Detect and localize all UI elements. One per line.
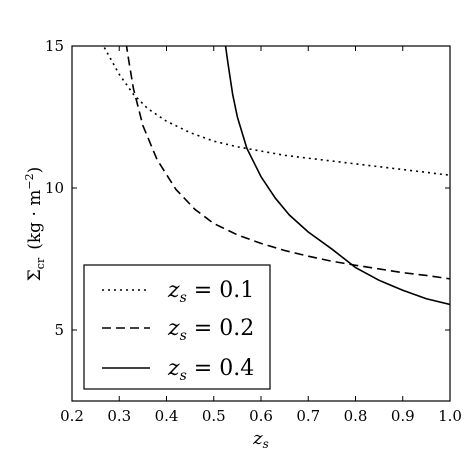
legend-label-3: zs = 0.4: [167, 356, 254, 384]
x-tick-label: 0.4: [155, 407, 179, 425]
y-tick-label: 5: [54, 321, 64, 339]
x-tick-label: 0.3: [107, 407, 131, 425]
y-tick-label: 10: [45, 179, 64, 197]
series-line-3: [224, 46, 450, 306]
series-lines: [102, 46, 450, 306]
legend-items: zs = 0.1 zs = 0.2 zs = 0.4: [102, 278, 254, 384]
x-axis-label: zs: [252, 428, 269, 451]
legend-label-2: zs = 0.2: [167, 316, 254, 344]
x-tick-label: 0.2: [60, 407, 84, 425]
legend: zs = 0.1 zs = 0.2 zs = 0.4: [83, 264, 271, 390]
x-tick-label: 1.0: [438, 407, 462, 425]
x-tick-label: 0.7: [296, 407, 320, 425]
x-tick-label: 0.9: [391, 407, 415, 425]
axis-ticks: [71, 45, 451, 401]
tick-labels: 0.2 0.3 0.4 0.5 0.6 0.7 0.8 0.9 1.0 5 10 15: [45, 37, 462, 425]
legend-label-1: zs = 0.1: [167, 278, 254, 306]
y-axis-label: Σcr(kg · m−2): [23, 167, 47, 281]
x-tick-label: 0.6: [249, 407, 273, 425]
series-line-2: [125, 46, 450, 280]
x-tick-label: 0.8: [344, 407, 368, 425]
x-tick-label: 0.5: [202, 407, 226, 425]
series-line-1: [102, 46, 450, 177]
y-tick-label: 15: [45, 37, 64, 55]
